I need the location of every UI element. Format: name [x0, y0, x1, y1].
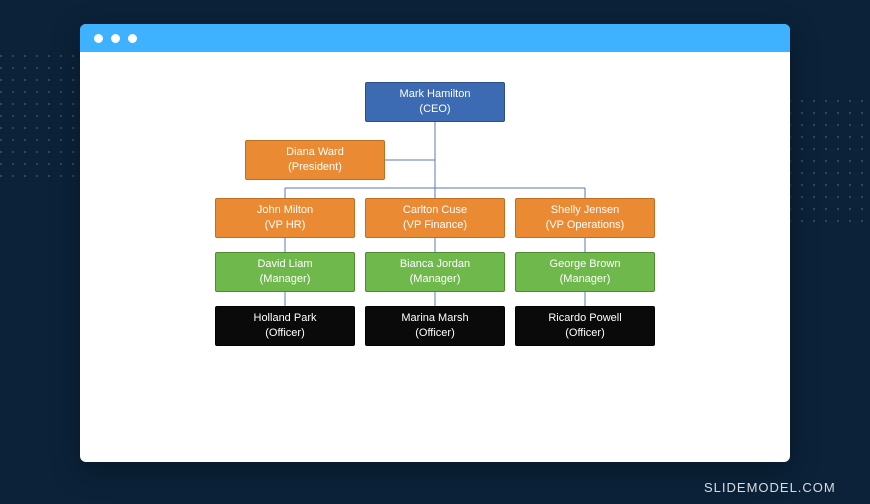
- node-name: Shelly Jensen: [551, 203, 620, 218]
- node-role: (President): [288, 160, 342, 175]
- node-officer: Holland Park(Officer): [215, 306, 355, 346]
- node-name: Marina Marsh: [401, 311, 468, 326]
- node-manager: George Brown(Manager): [515, 252, 655, 292]
- node-role: (CEO): [419, 102, 450, 117]
- window-dot-icon: [94, 34, 103, 43]
- node-name: Diana Ward: [286, 145, 344, 160]
- node-role: (VP HR): [265, 218, 306, 233]
- node-officer: Ricardo Powell(Officer): [515, 306, 655, 346]
- orgchart-canvas: Mark Hamilton(CEO) Diana Ward(President) J…: [80, 52, 790, 462]
- node-manager: David Liam(Manager): [215, 252, 355, 292]
- node-vp: Carlton Cuse(VP Finance): [365, 198, 505, 238]
- node-president: Diana Ward(President): [245, 140, 385, 180]
- node-ceo: Mark Hamilton(CEO): [365, 82, 505, 122]
- node-vp: Shelly Jensen(VP Operations): [515, 198, 655, 238]
- node-role: (Manager): [410, 272, 461, 287]
- node-vp: John Milton(VP HR): [215, 198, 355, 238]
- node-name: Ricardo Powell: [548, 311, 621, 326]
- watermark-text: SLIDEMODEL.COM: [704, 480, 836, 495]
- node-name: Holland Park: [254, 311, 317, 326]
- node-name: Carlton Cuse: [403, 203, 467, 218]
- node-role: (Officer): [265, 326, 305, 341]
- browser-titlebar: [80, 24, 790, 52]
- node-role: (Officer): [565, 326, 605, 341]
- node-name: Mark Hamilton: [400, 87, 471, 102]
- node-name: John Milton: [257, 203, 313, 218]
- browser-window: Mark Hamilton(CEO) Diana Ward(President) J…: [80, 24, 790, 462]
- window-dot-icon: [111, 34, 120, 43]
- node-manager: Bianca Jordan(Manager): [365, 252, 505, 292]
- node-name: David Liam: [257, 257, 312, 272]
- node-role: (Officer): [415, 326, 455, 341]
- node-officer: Marina Marsh(Officer): [365, 306, 505, 346]
- node-name: George Brown: [550, 257, 621, 272]
- node-role: (VP Finance): [403, 218, 467, 233]
- window-dot-icon: [128, 34, 137, 43]
- node-role: (VP Operations): [546, 218, 625, 233]
- node-role: (Manager): [560, 272, 611, 287]
- node-role: (Manager): [260, 272, 311, 287]
- node-name: Bianca Jordan: [400, 257, 470, 272]
